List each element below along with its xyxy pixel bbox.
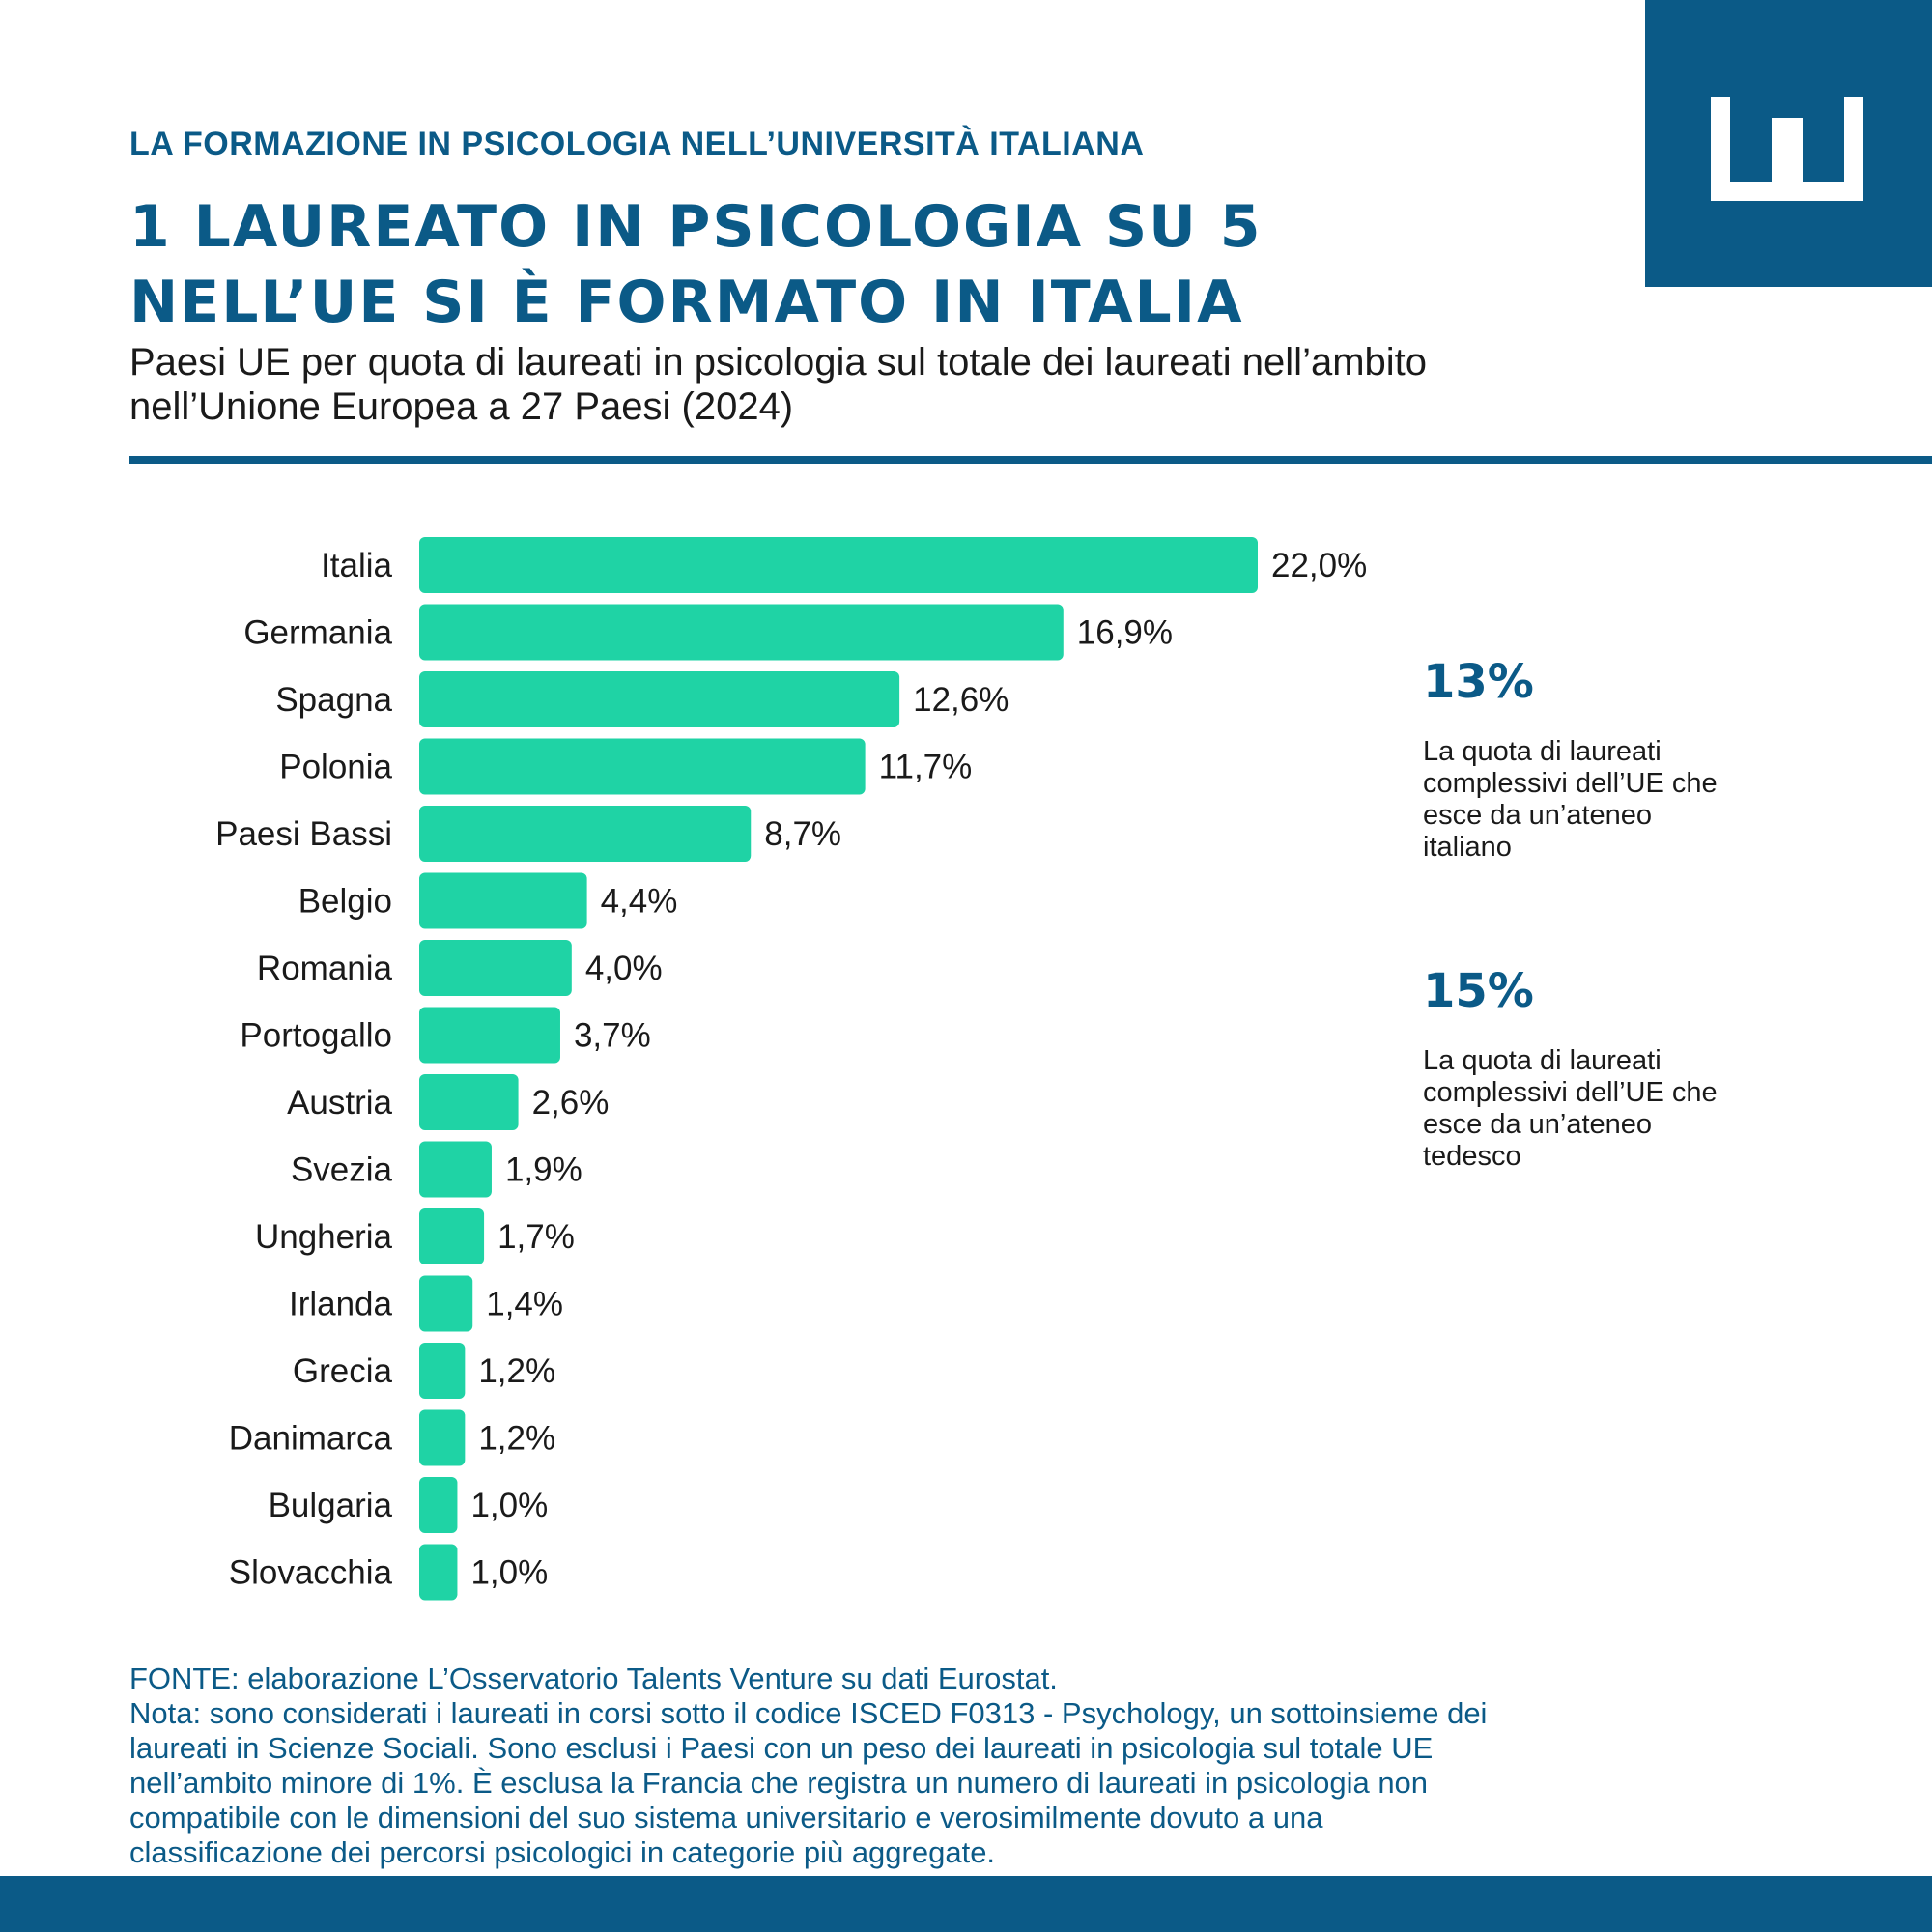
stat-value-italy: 13% (1423, 655, 1534, 709)
bar (419, 1208, 485, 1264)
bar (419, 604, 1064, 661)
footer-line: compatibile con le dimensioni del suo si… (129, 1801, 1323, 1834)
source-note: FONTE: elaborazione L’Osservatorio Talen… (129, 1662, 1868, 1870)
bar (419, 940, 572, 996)
value-label: 3,7% (574, 1017, 651, 1055)
value-label: 1,7% (497, 1218, 575, 1256)
brand-logo-box (1645, 0, 1932, 287)
footer-line: classificazione dei percorsi psicologici… (129, 1835, 996, 1869)
value-label: 11,7% (879, 749, 973, 786)
category-label: Romania (257, 950, 393, 987)
value-label: 1,4% (486, 1286, 563, 1323)
category-label: Grecia (293, 1352, 393, 1390)
value-label: 4,0% (585, 950, 663, 987)
footer-line: Nota: sono considerati i laureati in cor… (129, 1696, 1488, 1730)
value-label: 16,9% (1077, 614, 1173, 652)
category-label: Polonia (279, 749, 392, 786)
category-label: Italia (321, 547, 392, 584)
stat-desc-line: tedesco (1423, 1141, 1521, 1172)
stat-desc-line: La quota di laureati (1423, 736, 1662, 767)
title-line-2: NELL’UE SI È FORMATO IN ITALIA (129, 269, 1244, 336)
bar (419, 537, 1258, 593)
bar (419, 1074, 519, 1130)
stat-value-germany: 15% (1423, 964, 1534, 1018)
page-title: 1 LAUREATO IN PSICOLOGIA SU 5 NELL’UE SI… (129, 189, 1578, 340)
category-label: Austria (287, 1084, 392, 1122)
stat-desc-line: complessivi dell’UE che (1423, 768, 1718, 799)
value-label: 1,2% (478, 1420, 555, 1458)
subtitle-line-1: Paesi UE per quota di laureati in psicol… (129, 341, 1428, 384)
category-label: Spagna (275, 681, 392, 719)
stat-desc-line: complessivi dell’UE che (1423, 1077, 1718, 1108)
stat-desc-italy: La quota di laureati complessivi dell’UE… (1423, 736, 1771, 864)
value-label: 8,7% (764, 815, 841, 853)
bar (419, 738, 866, 795)
bar (419, 1343, 466, 1399)
value-label: 22,0% (1271, 547, 1367, 584)
header-divider (129, 456, 1932, 464)
value-label: 1,0% (470, 1554, 548, 1592)
bar (419, 1141, 492, 1198)
stat-desc-line: La quota di laureati (1423, 1045, 1662, 1076)
kicker-heading: LA FORMAZIONE IN PSICOLOGIA NELL’UNIVERS… (129, 126, 1145, 162)
stat-desc-line: esce da un’ateneo (1423, 1109, 1653, 1140)
title-line-1: 1 LAUREATO IN PSICOLOGIA SU 5 (129, 193, 1263, 261)
value-label: 4,4% (601, 883, 678, 921)
bar (419, 1544, 458, 1601)
category-label: Belgio (298, 883, 392, 921)
bar (419, 1275, 473, 1332)
value-label: 1,0% (470, 1487, 548, 1524)
value-label: 2,6% (532, 1084, 610, 1122)
value-label: 1,2% (478, 1352, 555, 1390)
bar (419, 872, 587, 929)
footer-line: nell’ambito minore di 1%. È esclusa la F… (129, 1766, 1429, 1800)
category-label: Svezia (291, 1151, 393, 1189)
category-label: Ungheria (255, 1218, 393, 1256)
category-label: Danimarca (229, 1420, 393, 1458)
stat-desc-germany: La quota di laureati complessivi dell’UE… (1423, 1045, 1771, 1173)
brand-logo-icon (1711, 97, 1863, 201)
chart-subtitle: Paesi UE per quota di laureati in psicol… (129, 340, 1868, 429)
stat-desc-line: italiano (1423, 832, 1512, 863)
category-label: Slovacchia (229, 1554, 393, 1592)
footer-line: FONTE: elaborazione L’Osservatorio Talen… (129, 1662, 1058, 1695)
bar (419, 1007, 560, 1064)
bar (419, 671, 900, 727)
stat-desc-line: esce da un’ateneo (1423, 800, 1653, 831)
bottom-bar (0, 1876, 1932, 1932)
bar (419, 1477, 458, 1533)
category-label: Portogallo (240, 1017, 392, 1055)
footer-line: laureati in Scienze Sociali. Sono esclus… (129, 1731, 1434, 1765)
category-label: Germania (243, 614, 392, 652)
category-label: Bulgaria (269, 1487, 393, 1524)
bar (419, 1409, 466, 1466)
bar (419, 806, 752, 862)
value-label: 12,6% (913, 681, 1009, 719)
subtitle-line-2: nell’Unione Europea a 27 Paesi (2024) (129, 385, 794, 428)
value-label: 1,9% (505, 1151, 582, 1189)
category-label: Irlanda (289, 1286, 393, 1323)
category-label: Paesi Bassi (215, 815, 392, 853)
